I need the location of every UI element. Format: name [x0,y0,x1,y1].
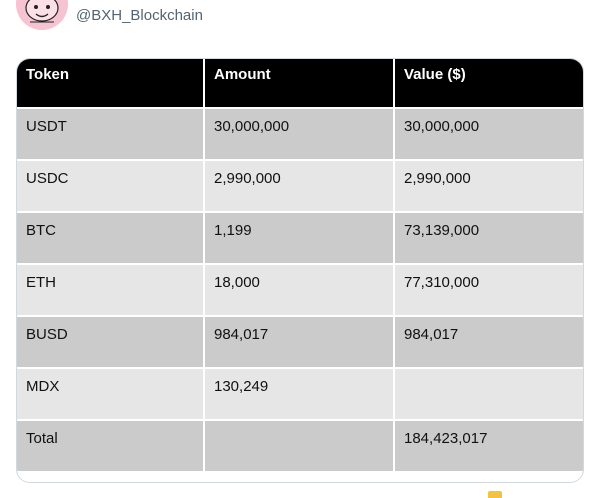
author-handle[interactable]: @BXH_Blockchain [76,7,203,24]
total-label-cell: Total [17,419,205,471]
total-amount-cell [204,419,395,471]
table-row: ETH 18,000 77,310,000 [17,263,583,316]
value-cell: 73,139,000 [394,211,583,264]
column-header-token: Token [17,59,205,108]
amount-cell: 18,000 [204,263,395,316]
avatar[interactable] [16,0,68,30]
value-cell: 30,000,000 [394,107,583,160]
column-header-value: Value ($) [394,59,583,108]
table-row: USDC 2,990,000 2,990,000 [17,159,583,212]
token-cell: BUSD [17,315,205,368]
amount-cell: 130,249 [204,367,395,420]
cartoon-avatar-icon [16,0,68,30]
token-table: Token Amount Value ($) USDT 30,000,000 3… [17,59,583,471]
total-row: Total 184,423,017 [17,419,583,471]
table-header-row: Token Amount Value ($) [17,59,583,108]
column-header-amount: Amount [204,59,395,108]
token-cell: ETH [17,263,205,316]
amount-cell: 2,990,000 [204,159,395,212]
value-cell [394,367,583,420]
value-cell: 2,990,000 [394,159,583,212]
token-cell: MDX [17,367,205,420]
table-row: BUSD 984,017 984,017 [17,315,583,368]
value-cell: 77,310,000 [394,263,583,316]
emoji-icon [488,491,502,498]
table-row: MDX 130,249 [17,367,583,420]
amount-cell: 30,000,000 [204,107,395,160]
token-cell: USDC [17,159,205,212]
amount-cell: 1,199 [204,211,395,264]
post-header: @BXH_Blockchain [16,0,576,42]
value-cell: 984,017 [394,315,583,368]
token-table-card: Token Amount Value ($) USDT 30,000,000 3… [16,58,584,483]
token-cell: BTC [17,211,205,264]
table-row: BTC 1,199 73,139,000 [17,211,583,264]
table-row: USDT 30,000,000 30,000,000 [17,107,583,160]
amount-cell: 984,017 [204,315,395,368]
token-cell: USDT [17,107,205,160]
total-value-cell: 184,423,017 [394,419,583,471]
